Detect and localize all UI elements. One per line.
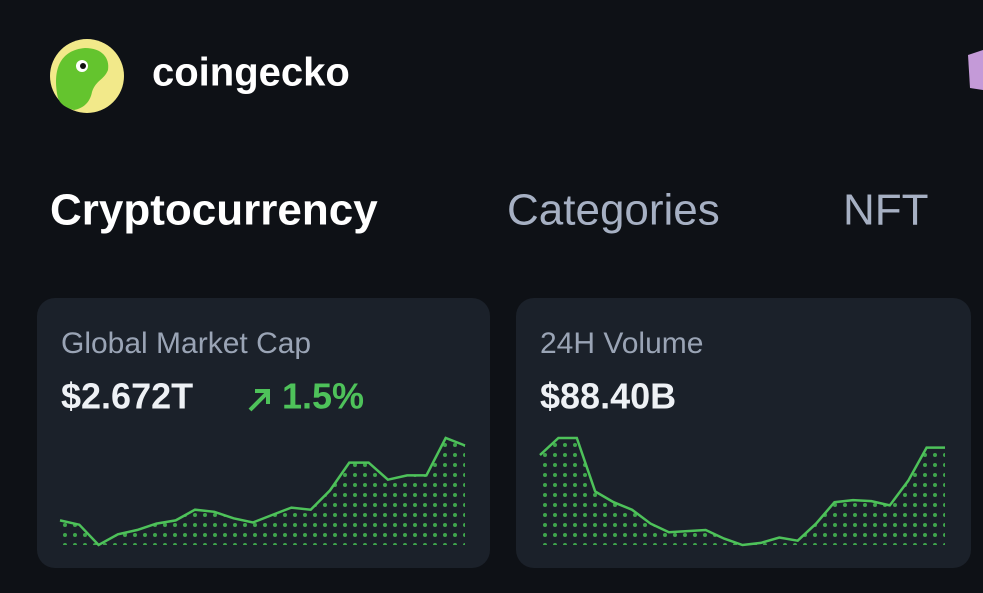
tab[interactable]: NFT <box>843 186 929 235</box>
sparkline-area <box>540 438 945 545</box>
avatar-edge[interactable] <box>968 50 983 90</box>
sparkline <box>59 436 466 547</box>
logo[interactable] <box>50 39 124 113</box>
card-change: 1.5% <box>282 376 364 417</box>
sparkline <box>539 436 945 547</box>
card[interactable]: 24H Volume $88.40B <box>516 298 971 568</box>
sparkline-area <box>60 438 465 545</box>
card-value: $2.672T <box>61 376 193 417</box>
card-title: Global Market Cap <box>61 327 311 360</box>
brand[interactable]: coingecko <box>152 51 350 95</box>
tab[interactable]: Categories <box>507 186 720 235</box>
card-title: 24H Volume <box>540 327 703 360</box>
up-arrow <box>248 389 270 412</box>
tab-active[interactable]: Cryptocurrency <box>50 186 378 235</box>
card-value: $88.40B <box>540 376 676 417</box>
card[interactable]: Global Market Cap $2.672T 1.5% <box>37 298 490 568</box>
